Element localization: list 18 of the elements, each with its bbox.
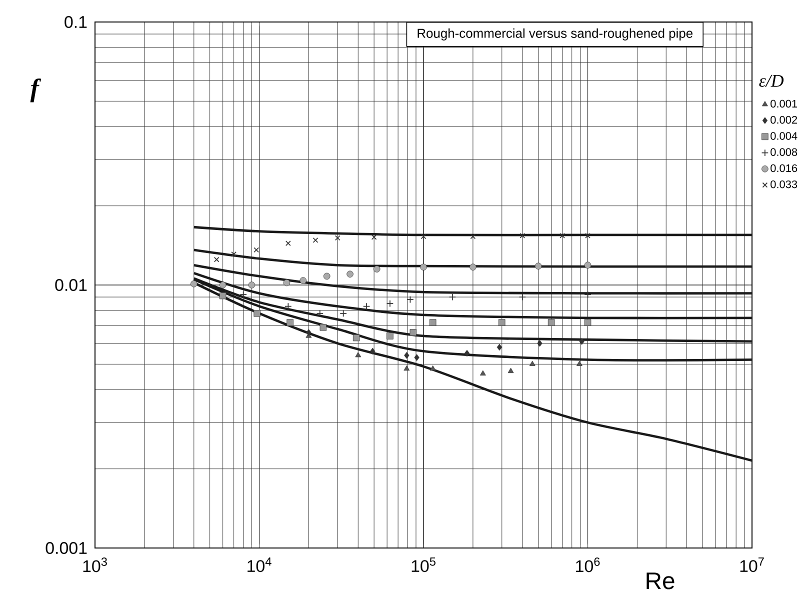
legend-label: 0.004 <box>770 132 798 140</box>
y-tick-label: 0.001 <box>46 542 87 554</box>
y-tick-label: 0.01 <box>55 279 87 292</box>
legend-label: 0.033 <box>770 180 798 188</box>
legend-label: 0.008 <box>770 148 798 156</box>
x-tick-label: 10$^{4}$ <box>248 558 272 572</box>
x-axis-title: Re <box>646 572 674 590</box>
y-axis-title: f <box>30 78 42 102</box>
x-tick-label: 10$^{5}$ <box>412 558 436 572</box>
x-tick-label: 10$^{7}$ <box>740 558 764 572</box>
x-tick-label: 10$^{3}$ <box>83 558 107 572</box>
legend-label: 0.002 <box>770 116 798 124</box>
x-tick-label: 10$^{6}$ <box>576 558 600 572</box>
legend-title: ε/D <box>759 74 784 87</box>
y-tick-label: 0.1 <box>64 16 87 28</box>
legend-label: 0.001 <box>770 100 798 108</box>
chart-title: Rough-commercial versus sand-roughened pipe <box>418 28 692 40</box>
legend-label: 0.016 <box>770 164 798 172</box>
